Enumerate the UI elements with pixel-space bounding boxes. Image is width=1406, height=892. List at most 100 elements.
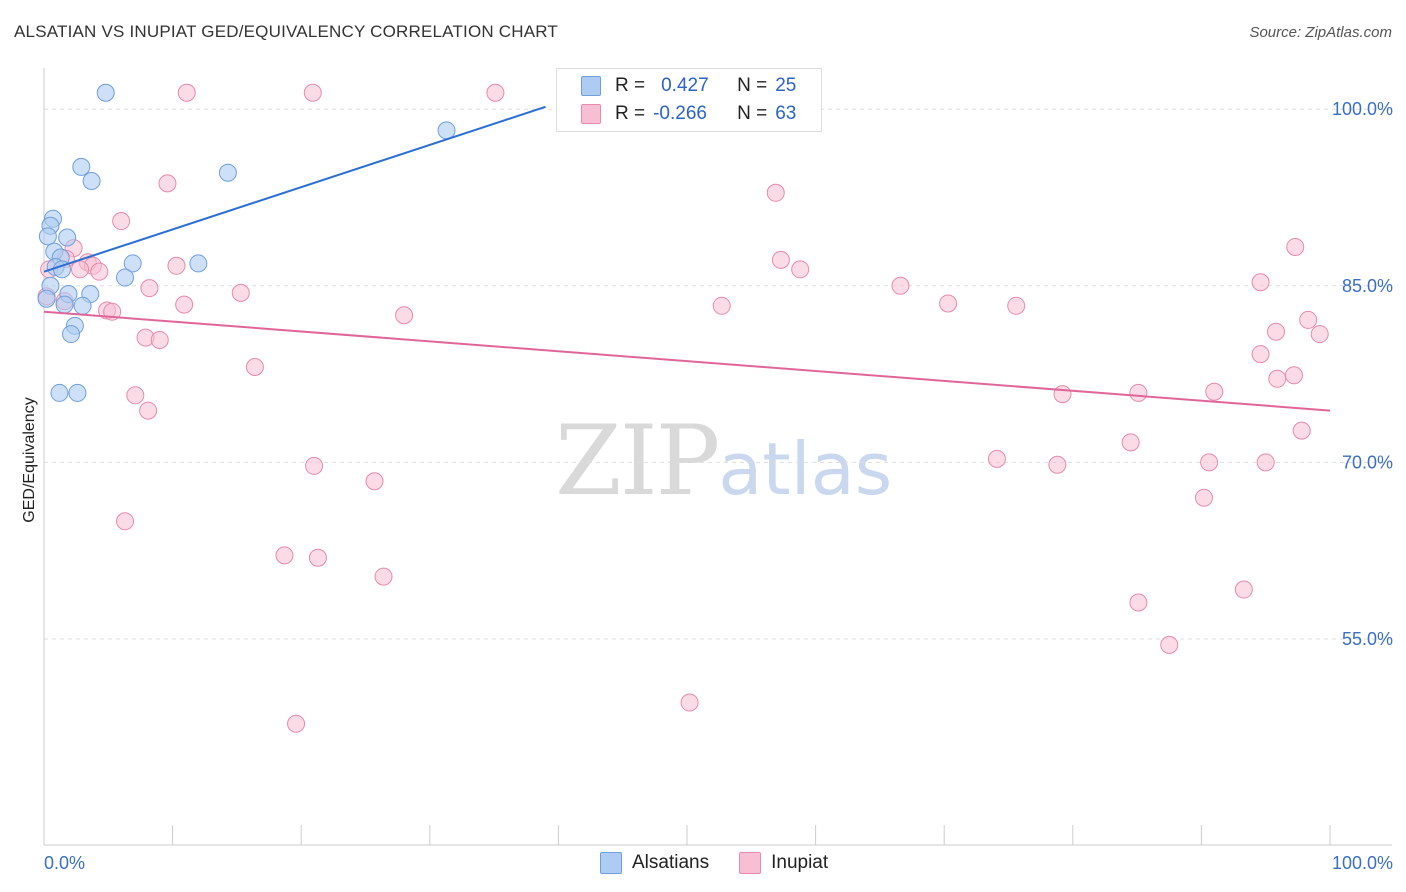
alsatian-point [58, 228, 77, 247]
inupiat-point [116, 512, 135, 531]
inupiat-point [791, 260, 810, 279]
legend-r-label: R = [615, 75, 646, 96]
inupiat-point [150, 330, 169, 349]
watermark: ZIPatlas [555, 405, 892, 517]
y-tick-label: 100.0% [1332, 99, 1393, 119]
inupiat-point [303, 83, 322, 102]
inupiat-point [126, 386, 145, 405]
alsatian-point [38, 227, 57, 246]
legend-n-value: 63 [775, 103, 797, 124]
inupiat-swatch [581, 104, 601, 124]
legend-label-alsatians: Alsatians [632, 852, 710, 873]
axes [43, 68, 1392, 846]
inupiat-point [1048, 455, 1067, 474]
legend-n-label: N = [737, 103, 768, 124]
alsatian-point [73, 296, 92, 315]
grid-lines [44, 108, 1392, 640]
watermark-atlas: atlas [718, 427, 893, 511]
alsatian-point [96, 83, 115, 102]
inupiat-point [1310, 325, 1329, 344]
alsatian-point [218, 163, 237, 182]
alsatian-point [189, 254, 208, 273]
inupiat-points [37, 83, 1329, 733]
legend-n-label: N = [737, 75, 768, 96]
alsatian-trend-line [43, 105, 546, 273]
inupiat-point [308, 548, 327, 567]
inupiat-point [1234, 580, 1253, 599]
inupiat-point [167, 256, 186, 275]
y-tick-label: 70.0% [1342, 452, 1393, 472]
alsatian-point [55, 295, 74, 314]
trend-lines [43, 105, 1331, 412]
alsatian-point [82, 172, 101, 191]
legend-item-alsatians: Alsatians [600, 852, 709, 874]
inupiat-point [175, 295, 194, 314]
inupiat-point [275, 546, 294, 565]
inupiat-point [1194, 488, 1213, 507]
inupiat-point [987, 449, 1006, 468]
inupiat-point [1266, 322, 1285, 341]
inupiat-point [1256, 453, 1275, 472]
inupiat-point [1121, 433, 1140, 452]
legend-n-value: 25 [775, 75, 797, 96]
alsatian-point [50, 383, 69, 402]
y-tick-label: 85.0% [1342, 276, 1393, 296]
inupiat-legend-swatch [739, 852, 762, 874]
inupiat-point [680, 693, 699, 712]
legend-r-label: R = [615, 103, 646, 124]
inupiat-point [1007, 296, 1026, 315]
inupiat-point [1284, 366, 1303, 385]
alsatian-legend-swatch [600, 852, 622, 874]
inupiat-point [1251, 273, 1270, 292]
alsatian-point [62, 325, 81, 344]
watermark-zip: ZIP [555, 405, 720, 517]
inupiat-point [1292, 421, 1311, 440]
alsatian-points [37, 83, 456, 402]
inupiat-point [1299, 310, 1318, 329]
inupiat-point [374, 567, 393, 586]
alsatian-swatch [581, 76, 601, 96]
inupiat-point [1129, 593, 1148, 612]
inupiat-point [245, 358, 264, 377]
inupiat-point [287, 714, 306, 733]
legend-row-inupiat: R = -0.266 N = 63 [581, 102, 796, 126]
legend-r-value: -0.266 [653, 103, 707, 124]
alsatian-point [37, 289, 56, 308]
inupiat-point [771, 250, 790, 269]
inupiat-point [486, 83, 505, 102]
inupiat-trend-line [43, 310, 1331, 412]
inupiat-point [177, 83, 196, 102]
x-tick-label: 0.0% [44, 853, 85, 873]
inupiat-point [395, 306, 414, 325]
legend-label-inupiat: Inupiat [771, 852, 829, 873]
inupiat-point [891, 276, 910, 295]
inupiat-point [305, 456, 324, 475]
inupiat-point [1160, 635, 1179, 654]
inupiat-point [1286, 237, 1305, 256]
tick-labels: 100.0% 85.0% 70.0% 55.0% 0.0% 100.0% [44, 99, 1393, 873]
x-tick-label: 100.0% [1332, 853, 1393, 873]
alsatian-point [437, 121, 456, 140]
inupiat-point [139, 401, 158, 420]
inupiat-point [140, 279, 159, 298]
inupiat-point [90, 262, 109, 281]
inupiat-point [1053, 385, 1072, 404]
alsatian-point [72, 157, 91, 176]
inupiat-point [1205, 382, 1224, 401]
inupiat-point [1251, 345, 1270, 364]
alsatian-point [68, 383, 87, 402]
inupiat-point [939, 294, 958, 313]
inupiat-point [71, 260, 90, 279]
inupiat-point [158, 174, 177, 193]
inupiat-point [231, 283, 250, 302]
inupiat-point [712, 296, 731, 315]
chart-title: ALSATIAN VS INUPIAT GED/EQUIVALENCY CORR… [14, 22, 559, 41]
inupiat-point [1200, 453, 1219, 472]
inupiat-point [112, 212, 131, 231]
correlation-legend: R = 0.427 N = 25 R = -0.266 N = 63 [556, 68, 822, 132]
inupiat-point [1129, 383, 1148, 402]
alsatian-point [116, 268, 135, 287]
legend-item-inupiat: Inupiat [739, 852, 828, 874]
y-tick-label: 55.0% [1342, 629, 1393, 649]
